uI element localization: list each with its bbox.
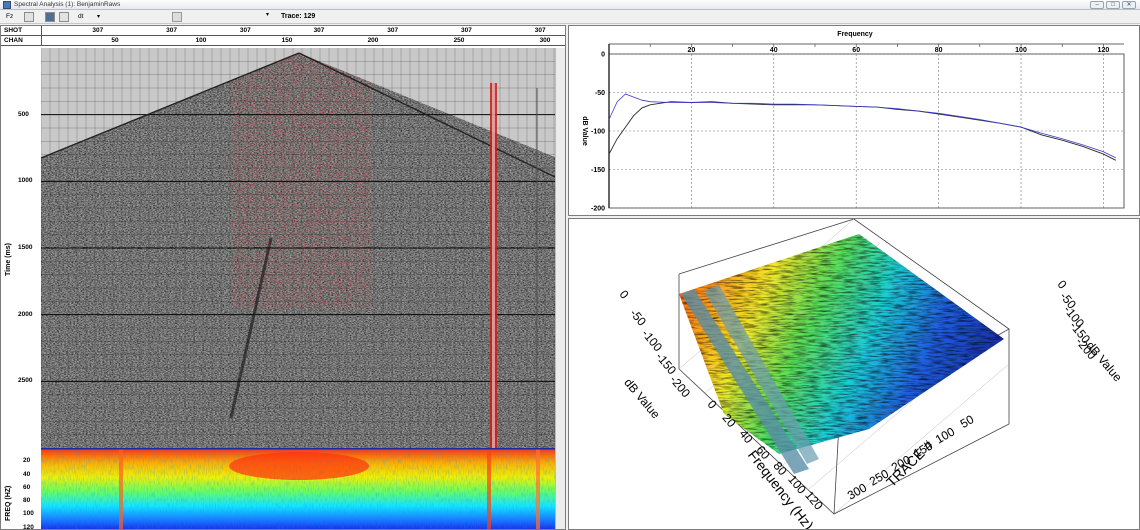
vertical-scrollbar[interactable] <box>555 48 565 529</box>
chan-value: 250 <box>453 37 465 44</box>
app-icon <box>3 1 11 9</box>
chan-value: 150 <box>281 37 293 44</box>
header-separator <box>41 26 42 46</box>
freq-axis-title: FREQ (HZ) <box>5 485 12 521</box>
shot-value: 307 <box>166 27 177 34</box>
chan-value: 200 <box>367 37 379 44</box>
freq-tick-label: 120 <box>23 523 34 530</box>
chan-header-row: CHAN 50 100 150 200 250 300 <box>1 36 565 46</box>
chan-value: 100 <box>195 37 207 44</box>
surface-z-tick-left: -150 <box>653 350 679 378</box>
time-tick-label: 1000 <box>18 177 33 185</box>
amplitude-spectrum-panel: Frequency 20 40 60 80 100 120 0 -50 -100 -150 -200 d… <box>568 25 1140 216</box>
surface-grid-line <box>834 362 1011 514</box>
spectrum-x-tick: 100 <box>1015 47 1027 54</box>
spectrum-y-label: dB Value <box>581 116 588 146</box>
spectrum-x-tick: 40 <box>770 47 778 54</box>
freq-tick-label: 100 <box>23 510 34 518</box>
surface-z-tick-left: -200 <box>667 373 693 401</box>
seismic-gather-plot[interactable] <box>41 48 557 448</box>
surface-z-tick-left: 0 <box>617 287 632 301</box>
surface-z-label-left: dB Value <box>621 376 663 422</box>
spectrum-y-tick: -100 <box>591 129 605 136</box>
shot-label: SHOT <box>4 27 23 34</box>
spectrogram-image <box>41 448 557 529</box>
chan-value: 300 <box>539 37 551 44</box>
time-tick-label: 2500 <box>18 377 33 385</box>
surface-z-tick-left: -100 <box>639 327 665 355</box>
spectrum-y-tick: -200 <box>591 206 605 213</box>
surface-z-tick-left: -50 <box>627 306 649 329</box>
surface-y-tick: 300 <box>845 480 870 502</box>
shot-header-row: SHOT 307 307 307 307 307 307 307 <box>1 26 565 36</box>
amplitude-spectrum-chart[interactable]: Frequency 20 40 60 80 100 120 0 -50 -100 -150 -200 d… <box>569 26 1140 216</box>
slider-handle[interactable] <box>172 12 182 22</box>
shot-value: 307 <box>460 27 472 34</box>
spectrum-x-tick: 120 <box>1098 47 1110 54</box>
window-title: Spectral Analysis (1): BenjaminRaws <box>14 1 121 8</box>
seismic-panel: SHOT 307 307 307 307 307 307 307 CHAN 50 100 150… <box>0 25 566 530</box>
freq-tick-label: 60 <box>23 483 31 491</box>
surface-y-tick: 50 <box>958 412 977 431</box>
shot-value: 307 <box>313 27 325 34</box>
grid-icon[interactable] <box>24 12 34 22</box>
spectrum-y-tick: -150 <box>591 167 605 174</box>
spectrum-series-line <box>608 93 1116 159</box>
shot-value: 307 <box>534 27 546 34</box>
surface-y-tick: 100 <box>933 424 958 446</box>
toolbar: Fz dt ▾ ▾ Trace: 129 <box>0 10 1140 24</box>
frequency-spectrogram[interactable] <box>41 448 557 529</box>
time-tick-label: 500 <box>18 110 29 118</box>
close-button[interactable]: ✕ <box>1122 1 1136 9</box>
spectrum-title: Frequency <box>837 31 873 38</box>
trace-dropdown-icon[interactable]: ▾ <box>266 12 270 18</box>
spectrum-y-tick: 0 <box>601 52 605 59</box>
zoom-icon[interactable] <box>59 12 69 22</box>
freq-tick-label: 40 <box>23 470 31 478</box>
spectrum-x-tick: 60 <box>852 47 860 54</box>
freq-tick-label: 80 <box>23 497 31 505</box>
chan-value: 50 <box>111 37 119 44</box>
time-tick-label: 1500 <box>18 244 33 251</box>
spectrum-x-tick: 80 <box>935 47 943 54</box>
title-bar: Spectral Analysis (1): BenjaminRaws – □ … <box>0 0 1140 10</box>
spectrum-y-tick: -50 <box>595 90 605 97</box>
shot-value: 307 <box>92 27 104 34</box>
time-axis-title: Time (ms) <box>5 243 12 276</box>
shot-value: 307 <box>239 27 251 34</box>
chan-label: CHAN <box>4 37 23 44</box>
time-tick-label: 2000 <box>18 310 33 318</box>
spectrum-x-tick: 20 <box>688 47 696 54</box>
dt-button[interactable]: dt <box>78 13 84 20</box>
shot-value: 307 <box>387 27 399 34</box>
dt-dropdown-icon[interactable]: ▾ <box>97 14 101 20</box>
window-controls: – □ ✕ <box>1090 1 1136 9</box>
display-icon[interactable] <box>45 12 55 22</box>
freq-tick-label: 20 <box>23 457 31 465</box>
spectrum-surface-panel: 0 0 -50 -50 -100 -100 -150 -150 -200 -200 dB Value… <box>568 218 1140 530</box>
surface-z-label-right: dB Value <box>1083 339 1125 385</box>
minimize-button[interactable]: – <box>1090 1 1104 9</box>
maximize-button[interactable]: □ <box>1106 1 1120 9</box>
fz-button[interactable]: Fz <box>6 13 14 20</box>
trace-readout: Trace: 129 <box>281 13 316 20</box>
seismic-gather-image <box>41 48 557 448</box>
